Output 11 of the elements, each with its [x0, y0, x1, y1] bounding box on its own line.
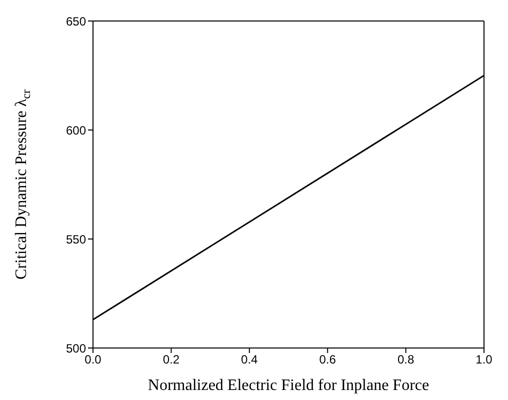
y-tick-label: 500: [66, 341, 86, 356]
x-tick-label: 1.0: [476, 352, 493, 367]
y-tick-label: 650: [66, 14, 86, 28]
y-tick-label: 600: [66, 123, 86, 138]
x-tick-label: 0.0: [84, 352, 102, 367]
x-axis-title: Normalized Electric Field for Inplane Force: [148, 377, 430, 394]
x-tick-label: 0.4: [241, 352, 258, 367]
x-tick-label: 0.6: [319, 352, 336, 367]
x-tick-label: 0.8: [397, 352, 414, 367]
x-tick-label: 0.2: [162, 352, 180, 367]
y-tick-label: 550: [66, 232, 86, 246]
